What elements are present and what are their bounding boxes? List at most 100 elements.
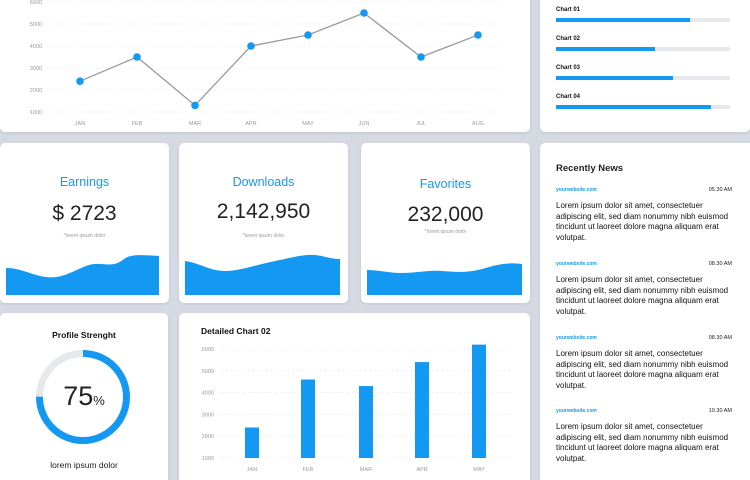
- x-tick-label: AUG: [472, 121, 484, 127]
- favorites-value: 232,000: [407, 203, 484, 226]
- x-tick-label: JAN: [247, 467, 257, 473]
- x-tick-label: FEB: [303, 467, 314, 473]
- y-tick-label: 2000: [30, 88, 42, 94]
- profile-title: Profile Strenght: [52, 330, 116, 340]
- news-time: 10.30 AM: [708, 408, 732, 414]
- data-point: [133, 53, 141, 61]
- profile-caption: lorem ipsum dolor: [50, 460, 118, 470]
- progress-fill: [556, 47, 656, 51]
- progress-label: Chart 01: [556, 7, 581, 13]
- x-tick-label: JUN: [359, 121, 370, 127]
- earnings-title: Earnings: [59, 175, 110, 189]
- x-tick-label: FEB: [132, 121, 143, 127]
- detailed-chart-title: Detailed Chart 02: [201, 326, 271, 336]
- x-tick-label: MAY: [473, 467, 485, 473]
- series-line: [79, 12, 479, 107]
- x-tick-label: MAY: [302, 121, 314, 127]
- bar: [415, 362, 429, 458]
- data-point: [360, 9, 368, 17]
- profile-percent: 75%: [0, 381, 168, 412]
- news-heading: Recently News: [556, 163, 624, 174]
- detailed-chart-card: Detailed Chart 02 6000 5000 4000 3000 2000 10…: [179, 313, 530, 480]
- earnings-subtitle: *lorem ipsum dolor: [63, 233, 106, 239]
- progress-item-chart-02: Chart 02: [556, 35, 730, 51]
- downloads-subtitle: *lorem ipsum dolor: [242, 233, 285, 239]
- progress-fill: [556, 18, 690, 22]
- y-tick-label: 6000: [202, 347, 214, 353]
- data-point: [417, 53, 425, 61]
- x-tick-label: MAR: [189, 121, 201, 127]
- recent-news-card: Recently News yourwebsite.com 05.30 AM L…: [540, 143, 750, 480]
- news-text: Lorem ipsum dolor sit amet, consectetuer…: [556, 275, 729, 316]
- downloads-title: Downloads: [232, 175, 295, 189]
- y-tick-label: 4000: [202, 391, 214, 397]
- earnings-value: $ 2723: [52, 202, 117, 225]
- news-item: yourwebsite.com 08.30 AM Lorem ipsum dol…: [556, 261, 732, 317]
- y-tick-label: 1000: [202, 456, 214, 462]
- profile-ring-fill: [36, 350, 130, 444]
- progress-track: [556, 105, 730, 109]
- progress-item-chart-04: Chart 04: [556, 93, 730, 109]
- profile-percent-sign: %: [93, 393, 105, 408]
- news-item: yourwebsite.com 08.30 AM Lorem ipsum dol…: [556, 335, 732, 391]
- earnings-wave-graph: [6, 255, 159, 295]
- earnings-card: Earnings $ 2723 *lorem ipsum dolor: [0, 143, 169, 303]
- line-chart: 6000 5000 4000 3000 2000 1000 JAN FEB MAR APR MAY J…: [30, 0, 500, 127]
- news-time: 08.30 AM: [708, 335, 732, 341]
- data-point: [191, 101, 199, 110]
- y-tick-label: 3000: [202, 412, 214, 418]
- downloads-wave-graph: [185, 254, 340, 295]
- news-source-link[interactable]: yourwebsite.com: [556, 408, 597, 414]
- bar: [359, 386, 373, 458]
- downloads-card: Downloads 2,142,950 *lorem ipsum dolor: [179, 143, 348, 303]
- news-text: Lorem ipsum dolor sit amet, consectetuer…: [556, 201, 729, 242]
- x-tick-label: APR: [416, 467, 427, 473]
- favorites-card: Favorites 232,000 *lorem ipsum dolor: [361, 143, 530, 303]
- favorites-subtitle: *lorem ipsum dolor: [424, 229, 467, 235]
- progress-item-chart-03: Chart 03: [556, 64, 730, 80]
- line-chart-card: 6000 5000 4000 3000 2000 1000 JAN FEB MAR APR MAY J…: [0, 0, 530, 132]
- progress-fill: [556, 105, 711, 109]
- news-text: Lorem ipsum dolor sit amet, consectetuer…: [556, 422, 729, 463]
- progress-label: Chart 03: [556, 65, 581, 71]
- news-item: yourwebsite.com 05.30 AM Lorem ipsum dol…: [556, 187, 732, 243]
- data-point: [304, 31, 312, 39]
- news-time: 05.30 AM: [708, 187, 732, 193]
- data-point: [247, 42, 255, 50]
- news-source-link[interactable]: yourwebsite.com: [556, 335, 597, 341]
- x-tick-label: MAR: [360, 467, 372, 473]
- x-tick-label: APR: [245, 121, 256, 127]
- progress-label: Chart 04: [556, 94, 581, 100]
- data-point: [474, 31, 482, 39]
- progress-fill: [556, 76, 673, 80]
- y-tick-label: 2000: [202, 434, 214, 440]
- news-source-link[interactable]: yourwebsite.com: [556, 261, 597, 267]
- y-tick-label: 5000: [30, 22, 42, 28]
- y-tick-label: 3000: [30, 66, 42, 72]
- data-point: [76, 77, 84, 85]
- profile-progress-ring: [36, 350, 130, 444]
- bar: [301, 379, 315, 458]
- favorites-title: Favorites: [419, 177, 472, 191]
- progress-track: [556, 18, 730, 22]
- y-tick-label: 4000: [30, 44, 42, 50]
- profile-percent-value: 75: [63, 381, 94, 411]
- bar: [472, 344, 486, 458]
- x-tick-label: JAN: [75, 121, 85, 127]
- news-item: yourwebsite.com 10.30 AM Lorem ipsum dol…: [556, 408, 732, 464]
- progress-chart-card: Chart 01 Chart 02 Chart 03 Chart 04: [540, 0, 750, 132]
- progress-label: Chart 02: [556, 36, 581, 42]
- y-tick-label: 5000: [202, 369, 214, 375]
- profile-strength-card: Profile Strenght 75% lorem ipsum dolor: [0, 313, 168, 480]
- x-tick-label: JUL: [416, 121, 426, 127]
- downloads-value: 2,142,950: [216, 200, 311, 223]
- news-text: Lorem ipsum dolor sit amet, consectetuer…: [556, 349, 729, 390]
- favorites-wave-graph: [367, 263, 522, 295]
- progress-item-chart-01: Chart 01: [556, 6, 730, 22]
- progress-track: [556, 76, 730, 80]
- bar: [245, 427, 259, 458]
- y-tick-label: 1000: [30, 110, 42, 116]
- news-source-link[interactable]: yourwebsite.com: [556, 187, 597, 193]
- detailed-bar-chart: 6000 5000 4000 3000 2000 1000 JAN FEB MAR APR MAY: [202, 344, 511, 473]
- progress-track: [556, 47, 730, 51]
